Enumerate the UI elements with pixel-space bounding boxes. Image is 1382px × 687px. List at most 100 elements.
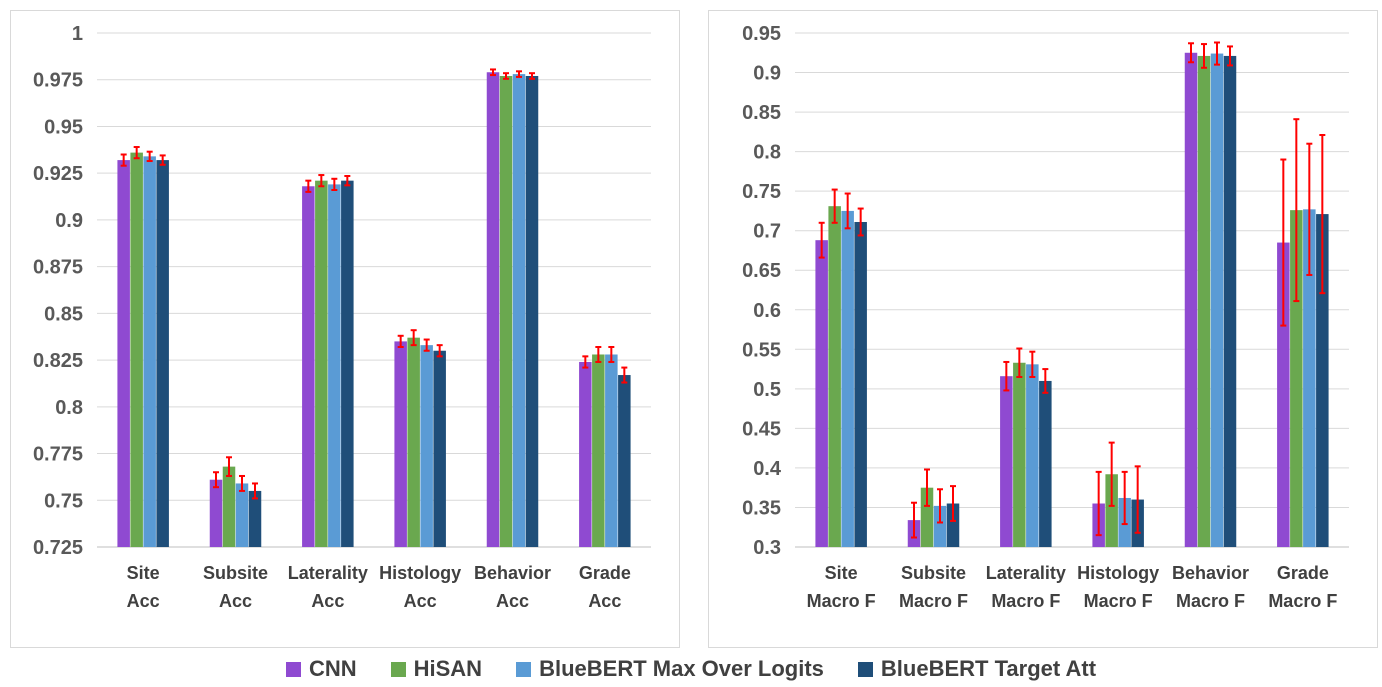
bar-bluebert-target-att (1316, 214, 1329, 547)
x-tick-label: Macro F (807, 591, 876, 611)
accuracy-chart: 0.725 0.75 0.775 0.8 0.825 0.85 0.875 0.9 0.925 0… (33, 23, 651, 611)
legend-label-bluebert-target-att: BlueBERT Target Att (880, 656, 1097, 681)
y-tick-label: 0.9 (753, 63, 781, 85)
bar-hisan (499, 75, 513, 548)
bar-bluebert-target-att (156, 160, 169, 547)
legend-item-cnn: CNN (285, 656, 357, 682)
bar-cnn (1277, 242, 1290, 548)
bar-hisan (828, 206, 841, 547)
x-tick-label: Histology (379, 563, 461, 583)
x-tick-label: Grade (1277, 563, 1329, 583)
y-tick-label: 0.825 (33, 350, 83, 372)
y-tick-label: 0.95 (742, 23, 781, 45)
y-tick-label: 0.975 (33, 70, 83, 92)
y-tick-label: 0.8 (753, 142, 781, 164)
y-tick-label: 0.9 (55, 210, 83, 232)
bar-bluebert-max-over-logits (328, 184, 341, 547)
bar-cnn (815, 240, 828, 548)
y-tick-label: 0.4 (753, 458, 782, 480)
legend-item-hisan: HiSAN (390, 656, 482, 682)
bar-cnn (394, 341, 407, 547)
x-tick-label: Acc (496, 591, 529, 611)
y-tick-label: 0.875 (33, 257, 83, 279)
bar-bluebert-target-att (946, 503, 960, 547)
y-tick-label: 0.75 (44, 490, 83, 512)
x-tick-label: Histology (1077, 563, 1159, 583)
y-tick-label: 0.95 (44, 116, 83, 138)
y-tick-label: 0.925 (33, 163, 83, 185)
bar-hisan (592, 354, 605, 547)
legend-item-bluebert-target-att: BlueBERT Target Att (857, 656, 1097, 682)
bar-bluebert-max-over-logits (235, 483, 249, 547)
x-tick-label: Macro F (899, 591, 968, 611)
legend-swatch-bluebert-target-att (857, 661, 873, 677)
y-tick-label: 0.85 (742, 102, 781, 124)
legend-item-bluebert-max-over-logits: BlueBERT Max Over Logits (516, 656, 824, 682)
bar-cnn (486, 72, 500, 547)
macro-f-chart-panel: 0.3 0.35 0.4 0.45 0.5 0.55 0.6 0.65 0.7 0.75 0.8 0.… (708, 10, 1378, 648)
x-tick-label: Macro F (991, 591, 1060, 611)
bar-hisan (920, 487, 934, 547)
legend-label-cnn: CNN (308, 656, 357, 681)
bar-bluebert-max-over-logits (143, 156, 156, 548)
x-tick-label: Laterality (288, 563, 368, 583)
bar-bluebert-max-over-logits (605, 354, 618, 547)
y-tick-label: 0.75 (742, 181, 781, 203)
bar-hisan (407, 337, 420, 547)
bar-bluebert-target-att (248, 490, 262, 547)
bar-hisan (1013, 362, 1026, 547)
accuracy-chart-panel: 0.725 0.75 0.775 0.8 0.825 0.85 0.875 0.9 0.925 0… (10, 10, 680, 648)
x-tick-label: Macro F (1268, 591, 1337, 611)
bar-bluebert-max-over-logits (1303, 209, 1316, 547)
bar-cnn (209, 479, 223, 547)
bar-bluebert-max-over-logits (933, 505, 947, 547)
y-tick-label: 0.725 (33, 537, 83, 559)
x-tick-label: Subsite (203, 563, 268, 583)
y-tick-label: 0.7 (753, 221, 781, 243)
bar-cnn (1000, 376, 1013, 547)
y-tick-label: 1 (72, 23, 83, 45)
bar-cnn (579, 361, 592, 547)
bar-cnn (117, 160, 130, 547)
x-tick-label: Site (825, 563, 858, 583)
bar-hisan (1105, 474, 1118, 547)
y-tick-label: 0.6 (753, 300, 781, 322)
macro-f-chart: 0.3 0.35 0.4 0.45 0.5 0.55 0.6 0.65 0.7 0.75 0.8 0.… (742, 23, 1349, 611)
bar-bluebert-max-over-logits (512, 74, 526, 547)
bar-bluebert-target-att (1039, 380, 1052, 547)
y-tick-label: 0.8 (55, 397, 83, 419)
y-tick-label: 0.45 (742, 418, 781, 440)
bar-bluebert-max-over-logits (841, 210, 854, 547)
x-tick-label: Acc (219, 591, 252, 611)
y-tick-label: 0.65 (742, 260, 781, 282)
x-tick-label: Laterality (986, 563, 1066, 583)
x-tick-label: Acc (588, 591, 621, 611)
chart-legend: CNN HiSAN BlueBERT Max Over Logits BlueB… (0, 654, 1382, 684)
y-tick-label: 0.85 (44, 303, 83, 325)
bar-hisan (130, 152, 143, 547)
legend-swatch-hisan (390, 661, 406, 677)
legend-label-bluebert-max-over-logits: BlueBERT Max Over Logits (539, 656, 824, 681)
x-tick-label: Behavior (1172, 563, 1249, 583)
y-tick-label: 0.775 (33, 444, 83, 466)
x-tick-label: Grade (579, 563, 631, 583)
x-tick-label: Acc (127, 591, 160, 611)
y-tick-label: 0.35 (742, 497, 781, 519)
x-tick-label: Acc (311, 591, 344, 611)
y-tick-label: 0.3 (753, 537, 781, 559)
bar-hisan (222, 466, 236, 547)
bar-cnn (1184, 52, 1198, 548)
x-tick-label: Macro F (1176, 591, 1245, 611)
legend-swatch-bluebert-max-over-logits (516, 661, 532, 677)
x-tick-label: Acc (404, 591, 437, 611)
bar-bluebert-target-att (525, 75, 539, 548)
bar-bluebert-max-over-logits (1210, 53, 1224, 548)
x-tick-label: Macro F (1084, 591, 1153, 611)
x-tick-label: Behavior (474, 563, 551, 583)
bar-bluebert-target-att (433, 350, 446, 547)
bar-bluebert-target-att (618, 375, 631, 547)
bar-hisan (1290, 210, 1303, 547)
bar-cnn (302, 186, 315, 548)
bar-bluebert-target-att (854, 221, 867, 548)
bar-bluebert-max-over-logits (1026, 364, 1039, 547)
